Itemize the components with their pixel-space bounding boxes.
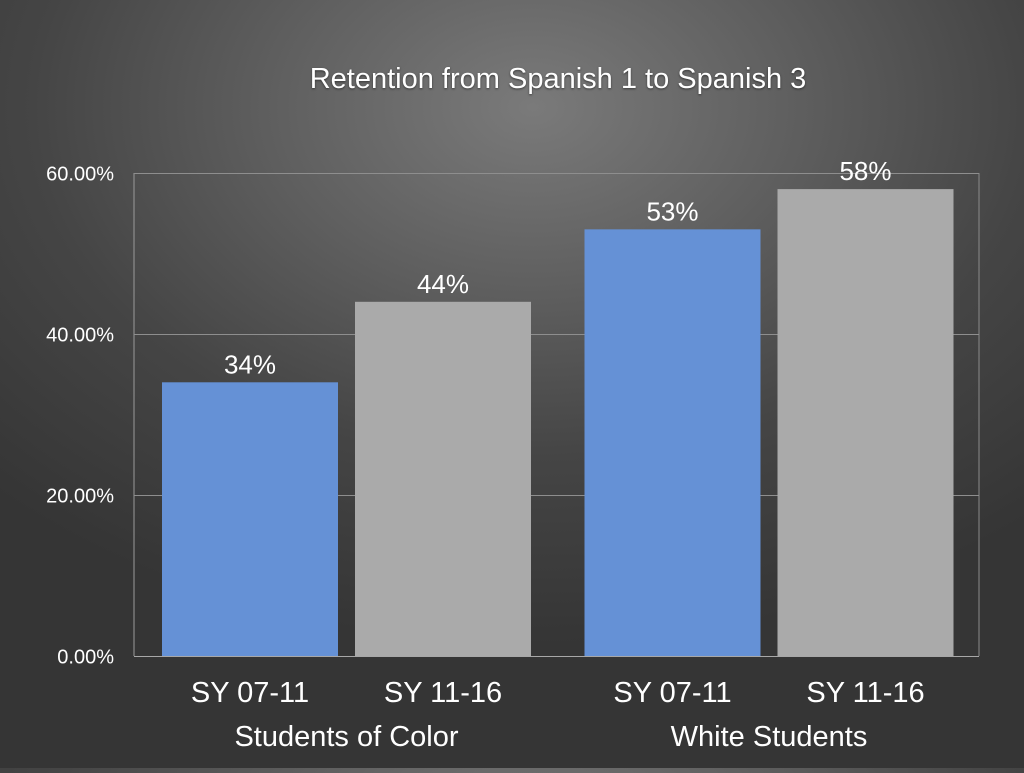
data-label: 34% bbox=[224, 349, 276, 379]
x-tick-label: SY 07-11 bbox=[191, 677, 309, 709]
data-labels: 34% 44% 53% 58% bbox=[224, 156, 892, 379]
data-label: 44% bbox=[417, 269, 469, 299]
chart-title: Retention from Spanish 1 to Spanish 3 bbox=[310, 63, 807, 95]
x-group-label: White Students bbox=[671, 721, 868, 753]
data-label: 58% bbox=[839, 156, 891, 186]
y-tick-label: 40.00% bbox=[46, 325, 114, 347]
data-label: 53% bbox=[646, 196, 698, 226]
x-tick-label: SY 11-16 bbox=[384, 677, 502, 709]
y-tick-label: 0.00% bbox=[57, 647, 114, 669]
bar bbox=[584, 229, 761, 656]
bars bbox=[162, 189, 954, 656]
x-tick-label: SY 07-11 bbox=[613, 677, 731, 709]
bar bbox=[162, 382, 338, 656]
y-axis: 0.00% 20.00% 40.00% 60.00% bbox=[46, 164, 114, 669]
y-tick-label: 60.00% bbox=[46, 164, 114, 186]
bar bbox=[777, 189, 954, 656]
x-tick-label: SY 11-16 bbox=[806, 677, 924, 709]
x-axis: SY 07-11 SY 11-16 Students of Color SY 07-1… bbox=[191, 677, 925, 753]
y-tick-label: 20.00% bbox=[46, 486, 114, 508]
bar bbox=[355, 301, 531, 656]
x-group-label: Students of Color bbox=[234, 721, 458, 753]
